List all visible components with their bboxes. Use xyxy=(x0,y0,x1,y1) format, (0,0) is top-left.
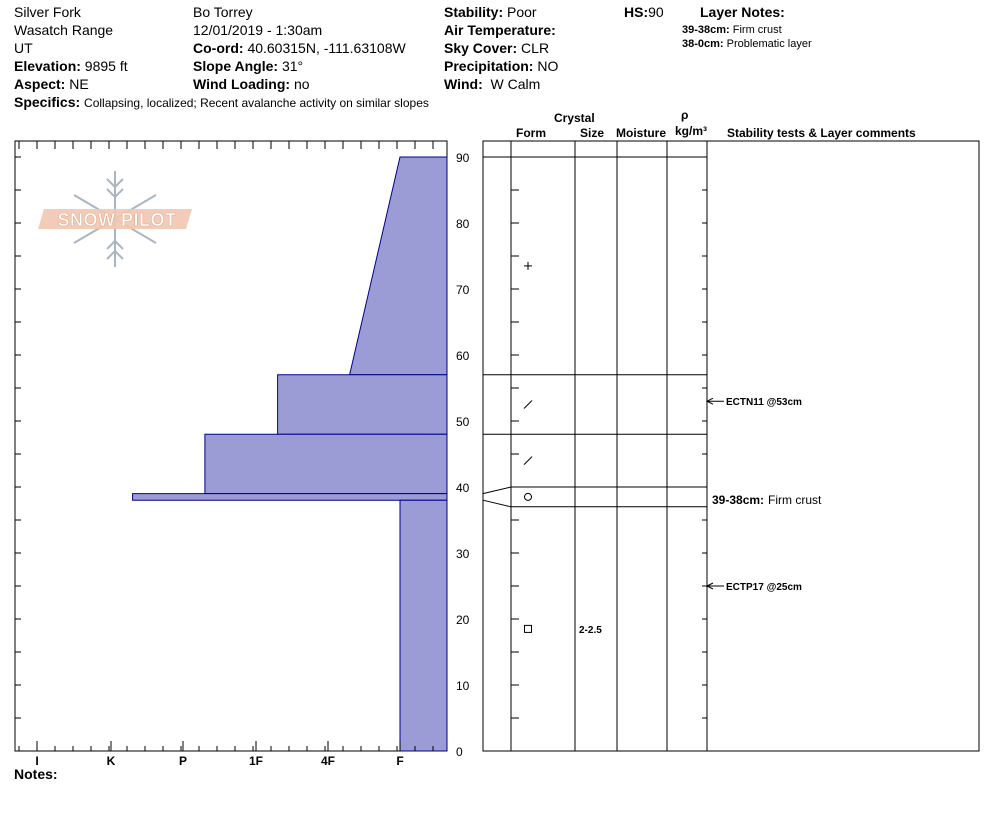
height-tick-label: 20 xyxy=(456,613,470,627)
precip-value: NO xyxy=(537,58,559,74)
height-tick-label: 40 xyxy=(456,481,470,495)
specifics-value: Collapsing, localized; Recent avalanche … xyxy=(84,96,429,110)
slope-value: 31° xyxy=(281,58,304,74)
sky-cover-value: CLR xyxy=(521,40,550,56)
height-tick-label: 50 xyxy=(456,415,470,429)
layer-comment: 39-38cm: Firm crust xyxy=(712,493,822,507)
aspect-label: Aspect: xyxy=(14,76,66,92)
precip-label: Precipitation: xyxy=(444,58,534,74)
snowpilot-logo: SNOW PILOT xyxy=(38,171,192,267)
wind-loading-label: Wind Loading: xyxy=(193,76,291,92)
height-tick-label: 10 xyxy=(456,679,470,693)
layer-comment-text: Firm crust xyxy=(768,493,822,507)
size-header: Size xyxy=(580,126,605,140)
hardness-tick-label: 1F xyxy=(249,754,263,768)
moisture-header: Moisture xyxy=(616,126,667,140)
comments-header: Stability tests & Layer comments xyxy=(727,126,916,140)
hardness-tick-label: 4F xyxy=(321,754,335,768)
stability-test-arrowhead xyxy=(705,397,714,405)
sky-cover-label: Sky Cover: xyxy=(444,40,518,56)
wind-value: W Calm xyxy=(490,76,541,92)
elevation: Elevation: 9895 ft xyxy=(14,58,128,75)
wind-loading-value: no xyxy=(293,76,310,92)
logo-banner xyxy=(38,209,192,229)
hs-value: 90 xyxy=(648,4,664,20)
layer-comment-range: 39-38cm: xyxy=(712,493,764,507)
air-temperature: Air Temperature: xyxy=(444,22,556,39)
observer: Bo Torrey xyxy=(193,4,253,20)
height-tick-label: 30 xyxy=(456,547,470,561)
hardness-layer-bar xyxy=(204,433,448,495)
grain-size-label: 2-2.5 xyxy=(579,625,602,636)
layer-note: 38-0cm: Problematic layer xyxy=(682,37,812,51)
hardness-tick-label: I xyxy=(35,754,38,768)
elevation-value: 9895 ft xyxy=(84,58,128,74)
height-tick-label: 60 xyxy=(456,349,470,363)
crystal-header: Crystal xyxy=(554,111,595,125)
density-symbol: ρ xyxy=(681,108,689,122)
height-tick-label: 80 xyxy=(456,217,470,231)
air-temp-label: Air Temperature: xyxy=(444,22,556,38)
aspect: Aspect: NE xyxy=(14,76,89,93)
slope-label: Slope Angle: xyxy=(193,58,279,74)
layer-note-text: Problematic layer xyxy=(726,38,812,50)
hardness-tick-label: K xyxy=(107,754,116,768)
density-unit: kg/m³ xyxy=(675,124,708,138)
wind: Wind: W Calm xyxy=(444,76,540,93)
hardness-layer-bar xyxy=(132,493,448,501)
mountain-range: Wasatch Range xyxy=(14,22,114,38)
wind-label: Wind: xyxy=(444,76,483,92)
coord-label: Co-ord: xyxy=(193,40,244,56)
stability-test-label: ECTP17 @25cm xyxy=(726,582,802,593)
hs-label: HS: xyxy=(624,4,649,20)
height-tick-label: 90 xyxy=(456,151,470,165)
depth-connector xyxy=(482,486,512,495)
grain-form-square xyxy=(524,624,532,633)
location: Silver Fork xyxy=(14,4,81,20)
grain-form-slash xyxy=(523,456,533,465)
elevation-label: Elevation: xyxy=(14,58,81,74)
coord-value: 40.60315N, -111.63108W xyxy=(247,40,406,56)
logo-text: SNOW PILOT xyxy=(58,210,177,230)
stability: Stability: Poor xyxy=(444,4,537,21)
specifics-label: Specifics: xyxy=(14,94,81,110)
hardness-tick-label: F xyxy=(396,754,403,768)
hardness-layer-bar xyxy=(348,156,448,376)
layer-note-range: 39-38cm: xyxy=(682,24,730,36)
coordinates: Co-ord: 40.60315N, -111.63108W xyxy=(193,40,406,57)
layer-note: 39-38cm: Firm crust xyxy=(682,23,782,37)
layer-note-text: Firm crust xyxy=(732,24,782,36)
hardness-layer-bar xyxy=(399,499,448,752)
hardness-layer-bar xyxy=(277,374,448,435)
notes-label: Notes: xyxy=(14,766,58,782)
sky-cover: Sky Cover: CLR xyxy=(444,40,549,57)
stability-value: Poor xyxy=(507,4,537,20)
stability-test-label: ECTN11 @53cm xyxy=(726,397,802,408)
aspect-value: NE xyxy=(69,76,89,92)
stability-label: Stability: xyxy=(444,4,504,20)
profile-table-frame xyxy=(482,140,980,752)
depth-connector xyxy=(482,499,512,508)
observation-datetime: 12/01/2019 - 1:30am xyxy=(193,22,323,38)
height-tick-label: 0 xyxy=(456,745,463,759)
slope-angle: Slope Angle: 31° xyxy=(193,58,303,75)
state: UT xyxy=(14,40,33,56)
grain-form-circle xyxy=(524,492,532,501)
precipitation: Precipitation: NO xyxy=(444,58,558,75)
layer-note-range: 38-0cm: xyxy=(682,38,724,50)
form-header: Form xyxy=(516,126,546,140)
snow-height: HS:90 xyxy=(624,4,664,21)
specifics: Specifics: Collapsing, localized; Recent… xyxy=(14,94,429,112)
hardness-tick-label: P xyxy=(179,754,187,768)
stability-test-arrowhead xyxy=(705,582,714,590)
layer-notes-title: Layer Notes: xyxy=(700,4,785,20)
wind-loading: Wind Loading: no xyxy=(193,76,310,93)
height-tick-label: 70 xyxy=(456,283,470,297)
grain-form-slash xyxy=(523,400,533,409)
